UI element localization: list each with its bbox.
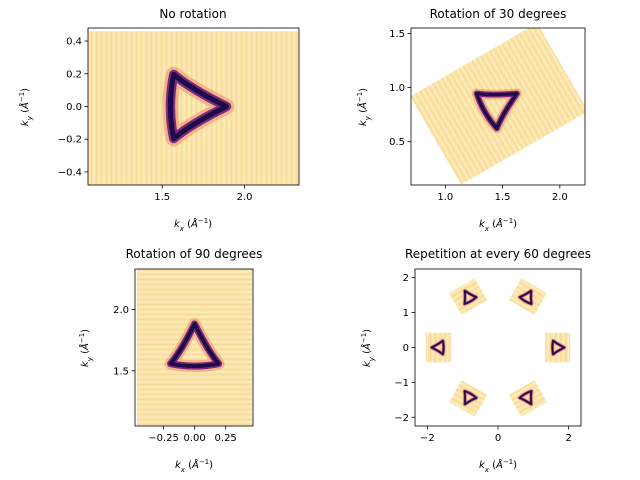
y-axis-label: ky (Å−1) bbox=[18, 88, 34, 126]
y-tick-label: 1.0 bbox=[389, 83, 405, 94]
y-tick-label: 1 bbox=[403, 308, 409, 319]
panel-title: Repetition at every 60 degrees bbox=[405, 247, 591, 261]
panel-repetition-60: Repetition at every 60 degrees −2 0 2 −2 −1 0… bbox=[360, 247, 591, 474]
x-tick-label: 0.25 bbox=[215, 433, 237, 444]
x-tick-label: −2 bbox=[420, 433, 435, 444]
ring-core bbox=[518, 290, 533, 305]
heatmap-area bbox=[411, 28, 585, 185]
ring-core bbox=[168, 322, 221, 369]
y-tick-label: 0.5 bbox=[389, 137, 405, 148]
x-tick-label: 1.5 bbox=[154, 192, 170, 203]
map-background bbox=[411, 28, 585, 185]
map-tile bbox=[508, 278, 547, 315]
map-tile bbox=[136, 269, 253, 426]
ring-core bbox=[463, 290, 478, 305]
svg-text:ky (Å−1): ky (Å−1) bbox=[360, 329, 376, 367]
heatmap-area bbox=[136, 269, 253, 426]
y-tick-label: 2.0 bbox=[113, 305, 129, 316]
x-axis-label: kx (Å−1) bbox=[479, 217, 517, 233]
panel-rotation-90: Rotation of 90 degrees −0.25 0.00 0.25 1.5 2… bbox=[78, 247, 262, 474]
panel-title: Rotation of 30 degrees bbox=[430, 7, 567, 21]
svg-text:kx (Å−1): kx (Å−1) bbox=[175, 458, 213, 474]
y-tick-label: 1.5 bbox=[389, 29, 405, 40]
y-tick-label: 0.0 bbox=[66, 102, 82, 113]
y-tick-label: 0.4 bbox=[66, 37, 82, 48]
panel-title: No rotation bbox=[159, 7, 226, 21]
heatmap-area bbox=[88, 31, 299, 185]
x-tick-label: 1.0 bbox=[437, 192, 453, 203]
x-tick-label: 1.5 bbox=[495, 192, 511, 203]
y-axis-label: ky (Å−1) bbox=[78, 329, 94, 367]
map-tile bbox=[545, 332, 571, 363]
panel-no-rotation: No rotation 1.5 2.0 −0.4 −0.2 0.0 0.2 0.4 kx (… bbox=[18, 7, 300, 233]
y-tick-label: −1 bbox=[394, 378, 409, 389]
y-tick-label: 0 bbox=[403, 343, 409, 354]
y-tick-label: 1.5 bbox=[113, 366, 129, 377]
map-tile bbox=[508, 380, 547, 417]
x-axis-label: kx (Å−1) bbox=[174, 217, 212, 233]
x-tick-label: −0.25 bbox=[148, 433, 179, 444]
axis-ticks: 1.5 2.0 −0.4 −0.2 0.0 0.2 0.4 bbox=[58, 37, 253, 203]
svg-text:ky (Å−1): ky (Å−1) bbox=[18, 88, 34, 126]
svg-text:kx (Å−1): kx (Å−1) bbox=[479, 458, 517, 474]
x-tick-label: 2.0 bbox=[237, 192, 253, 203]
ring-core bbox=[463, 390, 478, 405]
svg-text:kx (Å−1): kx (Å−1) bbox=[479, 217, 517, 233]
x-axis-label: kx (Å−1) bbox=[479, 458, 517, 474]
svg-text:kx (Å−1): kx (Å−1) bbox=[174, 217, 212, 233]
map-tile bbox=[449, 278, 488, 315]
ring-core bbox=[475, 91, 519, 130]
map-background bbox=[508, 380, 547, 417]
y-axis-label: ky (Å−1) bbox=[360, 329, 376, 367]
axis-ticks: −0.25 0.00 0.25 1.5 2.0 bbox=[113, 305, 237, 444]
axes-frame bbox=[410, 27, 586, 186]
heatmap-area bbox=[425, 278, 571, 417]
y-tick-label: 0.2 bbox=[66, 69, 82, 80]
ring-core bbox=[430, 339, 445, 356]
map-tile bbox=[88, 31, 299, 185]
axis-ticks: −2 0 2 −2 −1 0 1 2 bbox=[394, 273, 572, 444]
map-background bbox=[449, 380, 488, 417]
y-tick-label: −2 bbox=[394, 413, 409, 424]
panel-title: Rotation of 90 degrees bbox=[126, 247, 263, 261]
map-background bbox=[449, 278, 488, 315]
y-tick-label: 2 bbox=[403, 273, 409, 284]
map-background bbox=[508, 278, 547, 315]
svg-text:ky (Å−1): ky (Å−1) bbox=[78, 329, 94, 367]
x-tick-label: 0.00 bbox=[183, 433, 205, 444]
x-tick-label: 2 bbox=[565, 433, 571, 444]
x-tick-label: 0 bbox=[495, 433, 501, 444]
svg-text:ky (Å−1): ky (Å−1) bbox=[356, 88, 372, 126]
axes-frame bbox=[134, 268, 254, 427]
ring-core bbox=[167, 71, 229, 142]
map-background bbox=[88, 31, 299, 185]
map-tile bbox=[449, 380, 488, 417]
x-tick-label: 2.0 bbox=[552, 192, 568, 203]
y-axis-label: ky (Å−1) bbox=[356, 88, 372, 126]
ring-core bbox=[518, 390, 533, 405]
y-tick-label: −0.2 bbox=[58, 135, 82, 146]
map-tile bbox=[425, 332, 451, 363]
axis-ticks: 1.0 1.5 2.0 0.5 1.0 1.5 bbox=[389, 29, 568, 203]
panel-rotation-30: Rotation of 30 degrees 1.0 1.5 2.00.51.01.… bbox=[356, 7, 586, 233]
map-background bbox=[136, 269, 253, 426]
y-tick-label: −0.4 bbox=[58, 167, 82, 178]
x-axis-label: kx (Å−1) bbox=[175, 458, 213, 474]
map-tile bbox=[411, 28, 585, 185]
ring-core bbox=[551, 339, 566, 356]
